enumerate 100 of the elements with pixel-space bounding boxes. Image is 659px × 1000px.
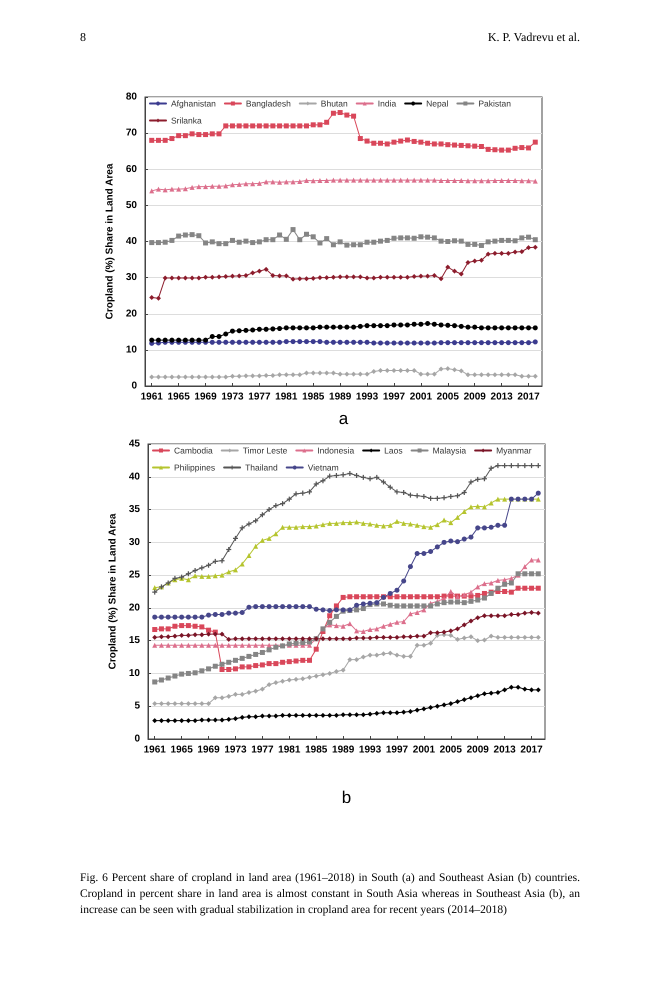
point [465, 178, 470, 184]
point [192, 624, 198, 629]
point [478, 242, 484, 248]
point [306, 636, 312, 642]
point [152, 642, 158, 648]
point [522, 571, 528, 576]
point [506, 340, 511, 346]
point [526, 374, 532, 379]
point [394, 588, 400, 593]
point [358, 340, 363, 345]
point [455, 626, 460, 632]
point [270, 272, 276, 278]
point [508, 463, 514, 468]
point [512, 178, 518, 183]
point [179, 614, 184, 620]
point [351, 324, 356, 330]
point [516, 586, 521, 591]
point [176, 234, 182, 239]
point [226, 642, 232, 648]
point [338, 110, 343, 116]
point [512, 249, 518, 254]
point [344, 372, 350, 377]
point [388, 590, 393, 596]
point [458, 272, 464, 277]
point [277, 326, 282, 332]
point [442, 518, 447, 523]
point [334, 636, 339, 642]
point [358, 372, 363, 377]
point [246, 654, 252, 659]
point [388, 634, 393, 640]
point [384, 368, 390, 373]
point [388, 710, 393, 716]
point [286, 524, 292, 530]
point [152, 718, 158, 724]
point [418, 340, 424, 346]
caption: Fig. 6 Percent share of cropland in land area (1961–2018) in South (a) and Southeast Asian (b) countries. Cropland in percent share in land area is almost constant in South Asia whereas in Southeast Asia (b), an increase can be seen with gradual stabilization in cropland area for recent years (2014–2018) [80, 872, 580, 916]
point [280, 678, 286, 684]
point [317, 275, 322, 280]
point [240, 692, 245, 697]
point [351, 242, 356, 248]
point [334, 520, 339, 526]
point [536, 586, 541, 591]
point [220, 695, 225, 700]
point [320, 712, 326, 718]
point [206, 666, 212, 672]
point [519, 374, 524, 379]
point [284, 273, 289, 278]
point [428, 630, 434, 636]
point [290, 123, 296, 128]
point [286, 678, 292, 682]
point [465, 260, 470, 265]
point [462, 600, 467, 606]
point [374, 710, 380, 716]
point [297, 123, 302, 128]
point [418, 178, 424, 183]
legend-label: India [378, 98, 396, 108]
point [529, 586, 534, 591]
point [421, 550, 426, 556]
point [338, 324, 343, 330]
point [253, 544, 258, 549]
point [401, 619, 406, 624]
point [300, 676, 306, 682]
point [294, 676, 299, 682]
point [243, 123, 248, 128]
point [448, 599, 454, 604]
point [536, 687, 541, 692]
point [240, 664, 245, 670]
point [152, 679, 158, 684]
point [499, 372, 504, 378]
point [418, 140, 424, 145]
point [324, 370, 330, 376]
point [368, 521, 373, 526]
point [152, 590, 158, 595]
point [210, 131, 215, 136]
point [277, 180, 282, 185]
point [206, 701, 212, 706]
point [368, 712, 373, 717]
point [199, 614, 204, 620]
point [364, 240, 370, 245]
x-tick-label: 2009 [466, 744, 490, 756]
point [374, 522, 380, 528]
point [152, 627, 158, 632]
point [364, 178, 370, 183]
point [482, 525, 487, 530]
point [452, 178, 458, 183]
point [354, 607, 360, 612]
point [220, 717, 225, 722]
point [408, 634, 413, 640]
point [277, 340, 282, 345]
point [360, 594, 366, 600]
point [250, 373, 256, 378]
point [478, 340, 484, 346]
point [421, 642, 426, 648]
x-tick-label: 1981 [275, 392, 298, 402]
point [270, 237, 276, 242]
point [223, 183, 228, 188]
point [264, 237, 269, 242]
point [304, 123, 309, 128]
legend-label: Indonesia [317, 446, 354, 456]
point [232, 567, 238, 572]
